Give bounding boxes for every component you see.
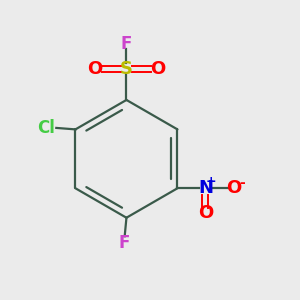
Text: N: N xyxy=(198,179,213,197)
Text: S: S xyxy=(120,60,133,78)
Text: F: F xyxy=(121,35,132,53)
Text: F: F xyxy=(118,234,130,252)
Text: O: O xyxy=(226,179,241,197)
Text: +: + xyxy=(206,175,217,188)
Text: Cl: Cl xyxy=(37,119,55,137)
Text: O: O xyxy=(198,204,213,222)
Text: O: O xyxy=(88,60,103,78)
Text: O: O xyxy=(150,60,165,78)
Text: -: - xyxy=(239,176,245,190)
